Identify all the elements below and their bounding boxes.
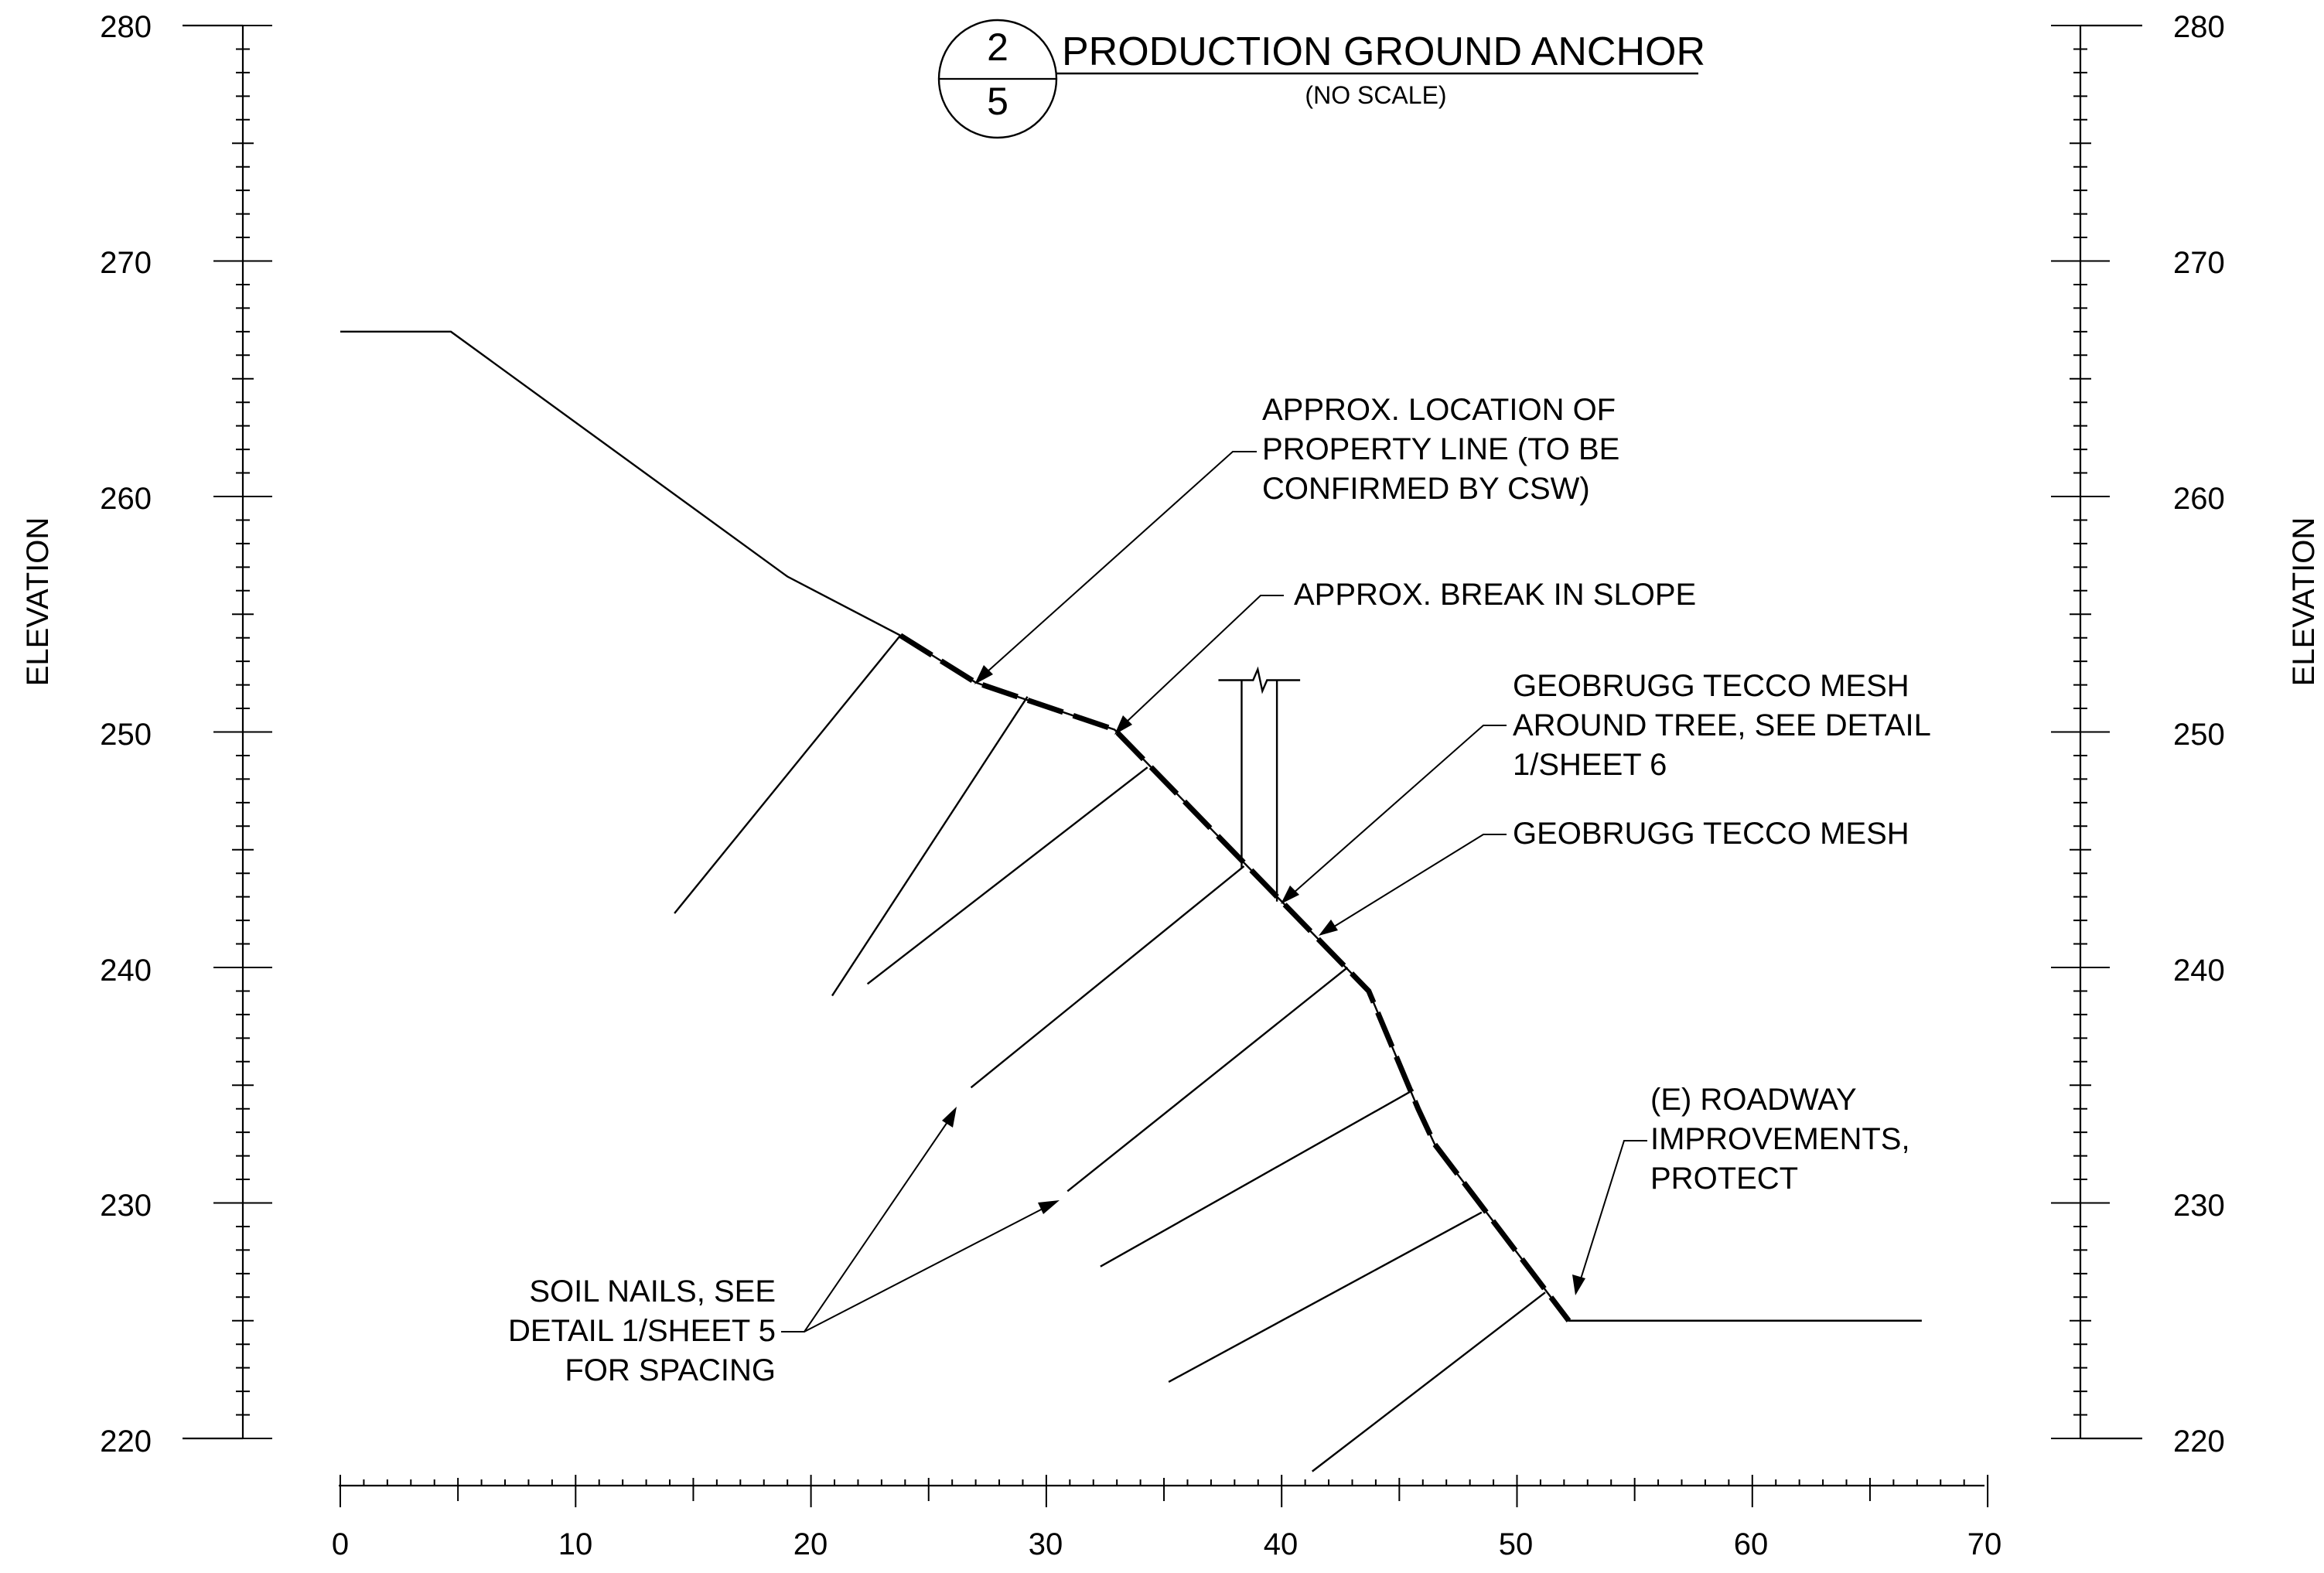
callouts: APPROX. LOCATION OF PROPERTY LINE (TO BE… [508,393,1931,1387]
y-tick-label-left: 260 [100,482,152,516]
x-tick-label: 50 [1499,1527,1534,1561]
roadway-note: (E) ROADWAY [1650,1083,1857,1117]
y-tick-label-left: 240 [100,954,152,988]
property-line-note: APPROX. LOCATION OF [1262,393,1616,427]
break-in-slope-arrowhead [1114,715,1132,735]
x-tick-label: 0 [332,1527,349,1561]
mesh-tree-arrowhead [1281,885,1299,904]
soil-nails-note: FOR SPACING [565,1353,776,1387]
property-line-note: PROPERTY LINE (TO BE [1262,432,1619,466]
soil-nails-leader-lower [804,1206,1046,1332]
soil-nail [1168,1211,1483,1383]
title-block: 2 5 PRODUCTION GROUND ANCHOR (NO SCALE) [937,19,1705,139]
roadway-note: PROTECT [1650,1162,1798,1196]
y-tick-label-left: 220 [100,1425,152,1459]
soil-nail [1100,1089,1415,1268]
tree-break-symbol [1218,666,1301,694]
soil-nail [674,634,902,914]
soil-nails-note: SOIL NAILS, SEE [529,1274,776,1309]
x-tick-label: 70 [1967,1527,2002,1561]
soil-nails-arrowhead-upper [942,1107,957,1128]
roadway-note: IMPROVEMENTS, [1650,1122,1910,1156]
soil-nails-note: DETAIL 1/SHEET 5 [508,1314,776,1348]
property-line-note: CONFIRMED BY CSW) [1262,472,1590,506]
x-tick-label: 20 [793,1527,828,1561]
break-in-slope-leader [1124,595,1284,724]
scale-note: (NO SCALE) [1305,81,1446,109]
mesh-tree-note: 1/SHEET 6 [1513,748,1667,782]
y-tick-label-right: 220 [2173,1425,2225,1459]
soil-nail [1066,967,1349,1193]
axes: 280 270 260 250 240 230 220 280 270 260 … [21,10,2321,1561]
mesh-tree-note: AROUND TREE, SEE DETAIL [1513,708,1931,742]
detail-number: 2 [987,26,1008,69]
y-tick-label-left: 250 [100,718,152,752]
y-tick-label-right: 250 [2173,718,2225,752]
title-name: PRODUCTION GROUND ANCHOR [1062,29,1705,74]
axis-ticks [213,25,2110,1507]
break-in-slope-note: APPROX. BREAK IN SLOPE [1294,578,1696,612]
y-tick-label-right: 280 [2173,10,2225,44]
x-tick-label: 10 [558,1527,593,1561]
y-tick-label-left: 280 [100,10,152,44]
y-tick-label-right: 260 [2173,482,2225,516]
tecco-mesh-line [899,633,1572,1322]
y-tick-label-right: 240 [2173,954,2225,988]
soil-nail [831,696,1029,997]
section-geometry [340,330,1922,1472]
x-tick-label: 40 [1264,1527,1299,1561]
property-line-leader [985,451,1257,674]
x-tick-label: 30 [1029,1527,1063,1561]
roadway-leader [1578,1140,1647,1285]
mesh-arrowhead [1319,920,1338,936]
soil-nail [970,865,1245,1089]
leaders [781,451,1647,1332]
soil-nail [1312,1291,1546,1472]
y-axis-label-left: ELEVATION [21,517,55,687]
sheet-number: 5 [987,80,1008,123]
mesh-note: GEOBRUGG TECCO MESH [1513,817,1909,851]
soil-nail [866,766,1148,985]
roadway-arrowhead [1572,1274,1585,1295]
y-tick-label-right: 230 [2173,1189,2225,1223]
y-tick-label-right: 270 [2173,246,2225,280]
y-axis-label-right: ELEVATION [2287,517,2321,687]
mesh-tree-leader [1292,725,1507,894]
property-line-arrowhead [974,665,993,684]
soil-nails-arrowhead-lower [1038,1200,1060,1214]
mesh-tree-note: GEOBRUGG TECCO MESH [1513,669,1909,703]
y-tick-label-left: 230 [100,1189,152,1223]
mesh-leader [1331,834,1507,929]
x-tick-label: 60 [1734,1527,1769,1561]
y-tick-label-left: 270 [100,246,152,280]
